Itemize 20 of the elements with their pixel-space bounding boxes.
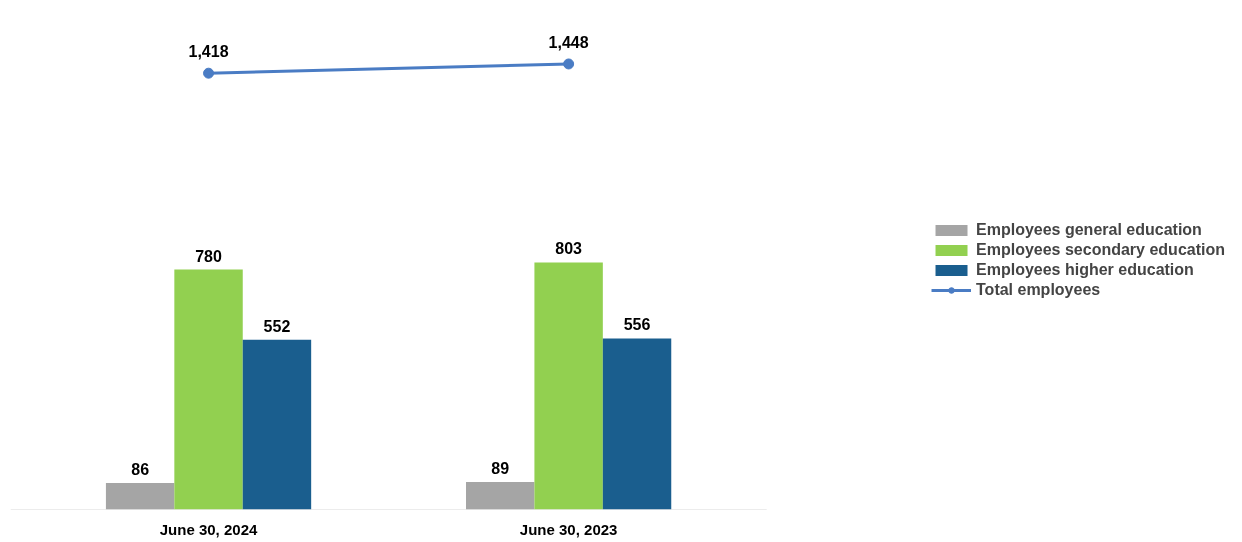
data-label: 780 — [195, 247, 222, 265]
data-label: 556 — [623, 316, 651, 334]
x-tick-label: June 30, 2023 — [519, 520, 618, 538]
data-label: 86 — [131, 461, 150, 479]
data-label: 89 — [491, 460, 510, 478]
bar — [174, 269, 243, 510]
legend-label: Employees general education — [976, 220, 1202, 239]
bar — [242, 339, 312, 510]
data-label: 1,418 — [188, 43, 229, 61]
bar — [534, 262, 603, 510]
data-label: 552 — [263, 317, 291, 335]
bar — [602, 338, 672, 510]
x-tick-label: June 30, 2024 — [159, 520, 258, 538]
data-label: 803 — [555, 240, 583, 258]
bar — [466, 482, 535, 510]
legend-label: Employees higher education — [976, 260, 1194, 279]
data-label: 1,448 — [548, 33, 589, 51]
bar — [105, 483, 175, 510]
legend-label: Total employees — [976, 280, 1101, 299]
legend-label: Employees secondary education — [976, 240, 1225, 259]
